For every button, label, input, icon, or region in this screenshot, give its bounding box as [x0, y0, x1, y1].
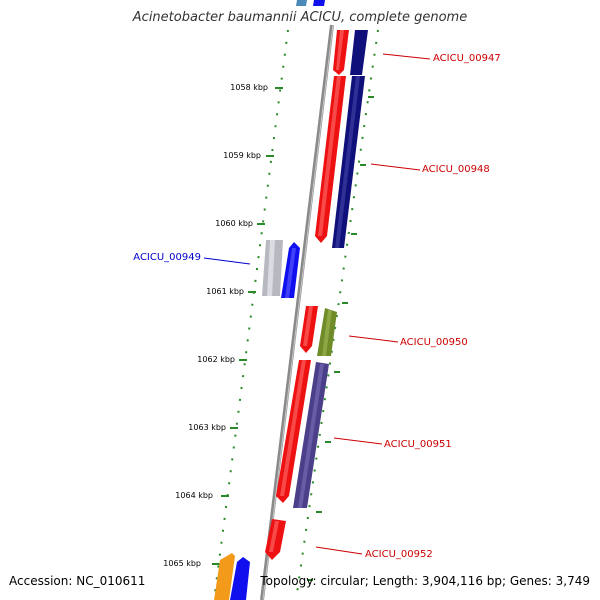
tick-label-1063: 1063 kbp: [188, 423, 226, 432]
tick-label-1059: 1059 kbp: [223, 151, 261, 160]
gene-labels[interactable]: ACICU_00947 ACICU_00948 ACICU_00949 ACIC…: [133, 53, 500, 560]
cds-feature: [296, 0, 307, 6]
cds-feature: [214, 553, 235, 600]
gene-label-acicu-00947: ACICU_00947: [433, 53, 501, 64]
tick-label-1061: 1061 kbp: [206, 287, 244, 296]
scale-tick-marks: [212, 87, 374, 581]
label-leader-lines: [203, 53, 431, 555]
gene-feature-acicu-00950[interactable]: [300, 306, 337, 356]
genome-backbone: [260, 24, 334, 600]
genome-backbone-highlight: [262, 24, 334, 600]
gene-label-acicu-00948: ACICU_00948: [422, 164, 490, 175]
gene-feature-acicu-00951[interactable]: [276, 360, 329, 508]
cds-feature: [313, 0, 325, 6]
scale-tick-labels: 1058 kbp 1059 kbp 1060 kbp 1061 kbp 1062…: [163, 83, 268, 568]
tick-label-1062: 1062 kbp: [197, 355, 235, 364]
cds-feature: [230, 557, 250, 600]
accession-text: Accession: NC_010611: [9, 574, 146, 588]
genome-summary-text: Topology: circular; Length: 3,904,116 bp…: [260, 574, 590, 588]
map-title: Acinetobacter baumannii ACICU, complete …: [132, 10, 468, 25]
gene-label-acicu-00950: ACICU_00950: [400, 337, 468, 348]
gene-label-acicu-00949: ACICU_00949: [133, 252, 201, 263]
tick-label-1060: 1060 kbp: [215, 219, 253, 228]
gene-feature-acicu-00952[interactable]: [265, 519, 286, 560]
gene-label-acicu-00952: ACICU_00952: [365, 549, 433, 560]
gene-label-acicu-00951: ACICU_00951: [384, 439, 452, 450]
bottom-partial-features[interactable]: [214, 553, 250, 600]
gene-feature-acicu-00948[interactable]: [315, 76, 365, 248]
top-partial-features[interactable]: [296, 0, 325, 6]
gene-feature-acicu-00947[interactable]: [333, 30, 368, 75]
tick-label-1058: 1058 kbp: [230, 83, 268, 92]
left-scale-guide: [213, 29, 289, 600]
tick-label-1065: 1065 kbp: [163, 559, 201, 568]
tick-label-1064: 1064 kbp: [175, 491, 213, 500]
gene-feature-acicu-00949[interactable]: [262, 240, 300, 298]
